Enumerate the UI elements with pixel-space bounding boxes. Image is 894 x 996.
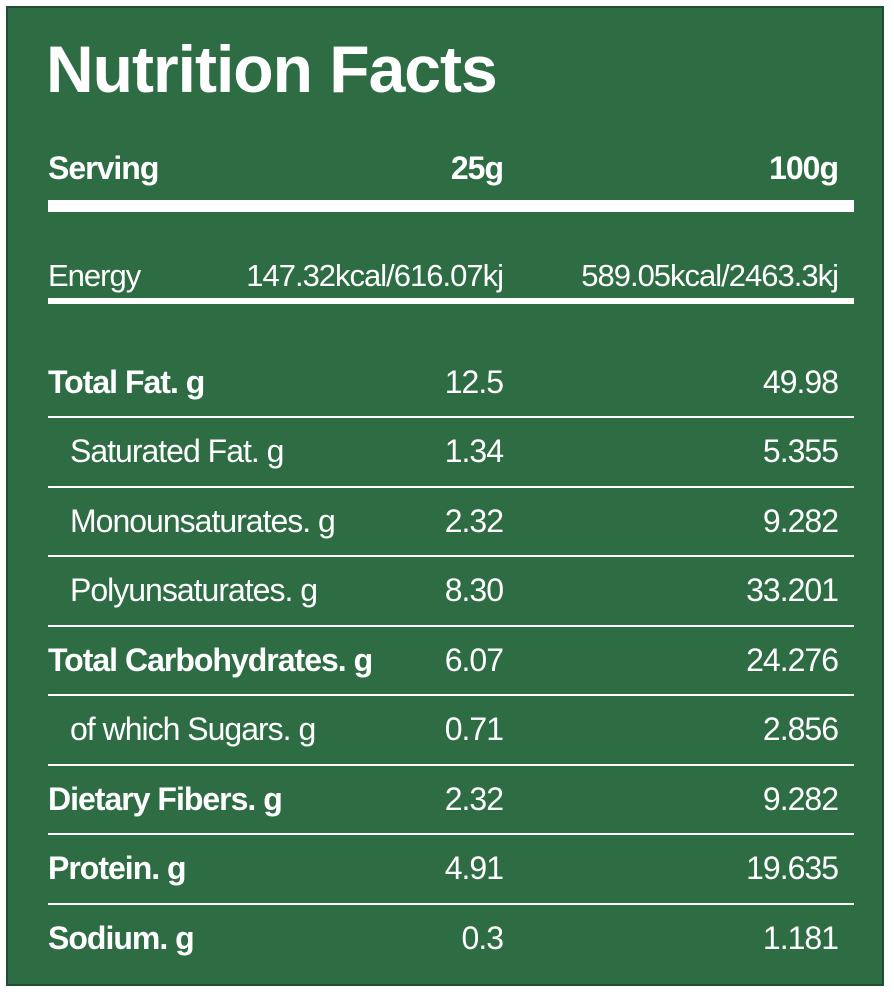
energy-row: Energy 147.32kcal/616.07kj 589.05kcal/24…	[48, 248, 848, 304]
value-100g: 9.282	[762, 780, 839, 817]
nutrient-row: Polyunsaturates. g 8.30 33.201	[48, 563, 848, 619]
nutrient-row: Total Fat. g 12.5 49.98	[48, 354, 848, 410]
serving-header-row: Serving 25g 100g	[48, 140, 848, 196]
value-25g: 4.91	[444, 850, 504, 886]
nutrient-row: of which Sugars. g 0.71 2.856	[48, 702, 848, 758]
energy-100g-value: 589.05kcal/2463.3kj	[581, 258, 839, 293]
row-divider	[48, 833, 854, 835]
nutrient-row: Dietary Fibers. g 2.32 9.282	[48, 771, 848, 827]
value-100g: 2.856	[762, 711, 839, 747]
row-divider	[48, 416, 854, 418]
value-100g: 1.181	[762, 919, 839, 956]
row-divider	[48, 624, 854, 627]
value-25g: 2.32	[444, 502, 504, 539]
row-divider	[48, 694, 854, 696]
nutrient-label: Polyunsaturates. g	[70, 572, 318, 608]
row-divider	[48, 555, 854, 557]
serving-25g-header: 25g	[450, 149, 504, 186]
nutrient-label: Dietary Fibers. g	[48, 780, 283, 817]
page-title: Nutrition Facts	[46, 32, 498, 106]
nutrient-row: Saturated Fat. g 1.34 5.355	[48, 424, 848, 480]
nutrient-row: Monounsaturates. g 2.32 9.282	[48, 493, 848, 549]
value-100g: 19.635	[746, 850, 839, 886]
divider-medium	[48, 298, 854, 304]
nutrient-row: Sodium. g 0.3 1.181	[48, 910, 848, 966]
nutrient-label: Total Fat. g	[48, 363, 205, 400]
value-100g: 9.282	[762, 502, 839, 539]
value-25g: 0.3	[461, 919, 504, 956]
serving-label: Serving	[48, 149, 159, 186]
energy-25g-value: 147.32kcal/616.07kj	[246, 258, 504, 293]
value-100g: 33.201	[746, 572, 839, 608]
value-25g: 2.32	[444, 780, 504, 817]
value-25g: 12.5	[444, 363, 504, 400]
nutrient-row: Total Carbohydrates. g 6.07 24.276	[48, 632, 848, 688]
nutrient-label: Sodium. g	[48, 919, 195, 956]
nutrient-label: Protein. g	[48, 850, 187, 886]
energy-label: Energy	[48, 258, 141, 293]
row-divider	[48, 485, 854, 488]
divider-thick	[48, 200, 854, 212]
nutrient-label: Saturated Fat. g	[70, 433, 284, 469]
row-divider	[48, 763, 854, 766]
nutrient-label: Total Carbohydrates. g	[48, 641, 373, 678]
nutrient-label: of which Sugars. g	[70, 711, 316, 747]
value-100g: 24.276	[746, 641, 839, 678]
value-25g: 0.71	[444, 711, 504, 747]
serving-100g-header: 100g	[769, 149, 839, 186]
value-25g: 8.30	[444, 572, 504, 608]
row-divider	[48, 902, 854, 905]
value-100g: 5.355	[762, 433, 839, 469]
nutrient-row: Protein. g 4.91 19.635	[48, 841, 848, 897]
nutrition-facts-panel: Nutrition Facts Serving 25g 100g Energy …	[6, 6, 884, 986]
value-25g: 1.34	[444, 433, 504, 469]
nutrient-label: Monounsaturates. g	[70, 502, 336, 539]
value-100g: 49.98	[762, 363, 839, 400]
value-25g: 6.07	[444, 641, 504, 678]
